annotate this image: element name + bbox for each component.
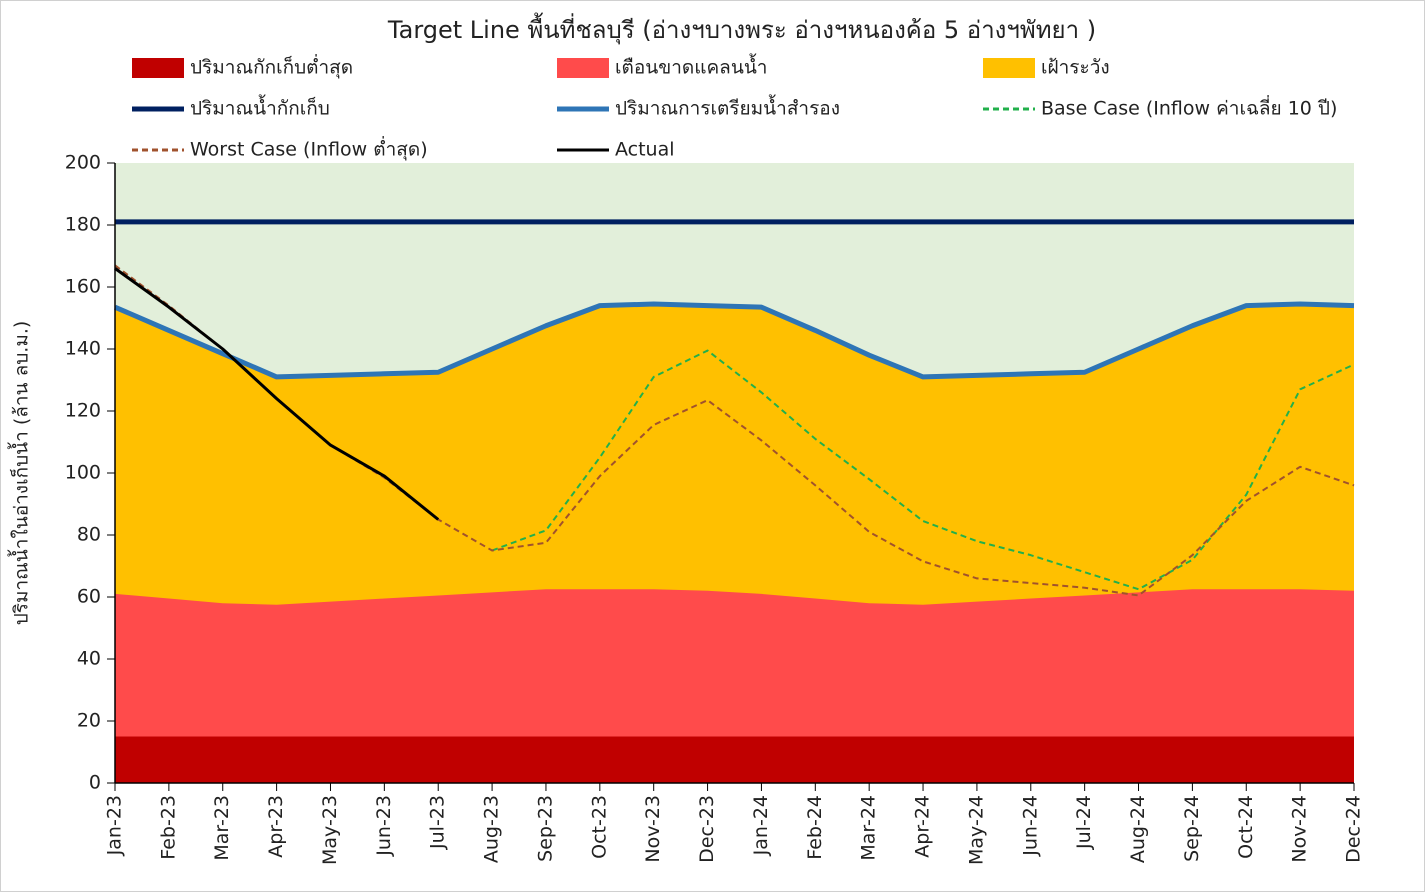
y-tick-label: 80 [77, 524, 101, 546]
series-line [114, 301, 1355, 380]
x-tick-label: Feb-23 [157, 795, 179, 860]
x-tick-label: Jul-24 [1073, 795, 1095, 850]
x-tick-label: Nov-23 [642, 795, 664, 863]
legend-label: Worst Case (Inflow ต่ำสุด) [190, 136, 428, 162]
legend-label: ปริมาณการเตรียมน้ำสำรอง [615, 95, 840, 120]
x-tick-label: Mar-23 [211, 795, 233, 861]
x-tick-label: Mar-24 [858, 795, 880, 861]
legend-swatch [557, 58, 609, 78]
legend-label: เฝ้าระวัง [1041, 57, 1110, 79]
y-tick-label: 20 [77, 710, 101, 732]
x-tick-label: Sep-23 [534, 795, 556, 862]
legend-label: Base Case (Inflow ค่าเฉลี่ย 10 ปี) [1041, 95, 1337, 120]
x-tick-label: Dec-23 [696, 795, 718, 863]
x-tick-label: Apr-23 [265, 795, 287, 858]
y-axis-label: ปริมาณน้ำในอ่างเก็บน้ำ (ล้าน ลบ.ม.) [8, 321, 33, 626]
legend-swatch [132, 58, 184, 78]
chart-title: Target Line พื้นที่ชลบุรี (อ่างฯบางพระ อ… [387, 12, 1096, 45]
series-line [114, 264, 1355, 597]
area [115, 736, 1354, 783]
x-tick-label: Feb-24 [804, 795, 826, 860]
x-tick-label: Jan-24 [750, 795, 772, 856]
legend-label: ปริมาณน้ำกักเก็บ [190, 95, 330, 120]
x-tick-label: Jun-23 [373, 795, 395, 857]
legend-label: เตือนขาดแคลนน้ำ [615, 54, 767, 79]
y-tick-label: 180 [65, 214, 101, 236]
y-tick-label: 160 [65, 276, 101, 298]
x-tick-label: Sep-24 [1181, 795, 1203, 862]
x-tick-label: Dec-24 [1343, 795, 1365, 863]
area [115, 589, 1354, 783]
legend-label: ปริมาณกักเก็บต่ำสุด [190, 54, 353, 80]
legend-swatch [983, 58, 1035, 78]
x-tick-label: May-24 [965, 795, 987, 865]
series-line [114, 267, 440, 521]
x-tick-label: Aug-23 [481, 795, 503, 863]
x-tick-label: Oct-24 [1235, 795, 1257, 859]
legend-label: Actual [615, 139, 675, 161]
y-tick-label: 40 [77, 648, 101, 670]
y-tick-label: 200 [65, 152, 101, 174]
x-tick-label: Nov-24 [1289, 795, 1311, 863]
y-tick-label: 140 [65, 338, 101, 360]
x-tick-label: May-23 [319, 795, 341, 865]
x-tick-label: Jan-23 [104, 795, 126, 856]
series-line [491, 349, 1355, 591]
x-tick-label: Aug-24 [1127, 795, 1149, 863]
y-tick-label: 120 [65, 400, 101, 422]
y-tick-label: 100 [65, 462, 101, 484]
x-tick-label: Oct-23 [588, 795, 610, 859]
x-tick-label: Apr-24 [912, 795, 934, 858]
x-tick-label: Jul-23 [427, 795, 449, 850]
x-tick-label: Jun-24 [1019, 795, 1041, 857]
y-tick-label: 0 [89, 772, 101, 794]
y-tick-label: 60 [77, 586, 101, 608]
